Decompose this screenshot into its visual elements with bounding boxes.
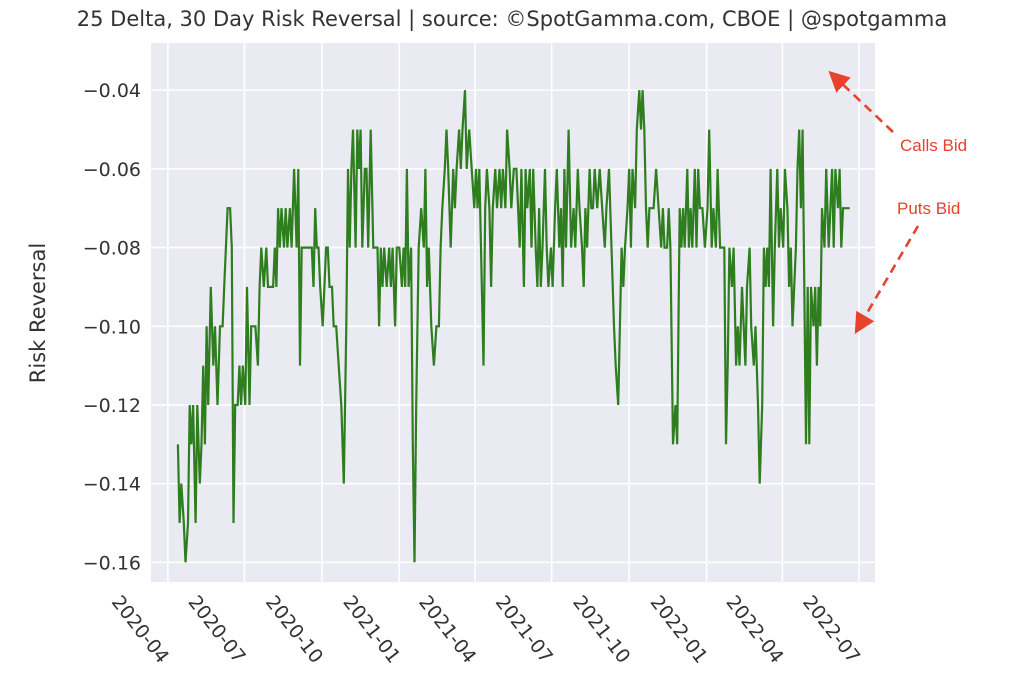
x-tick-label: 2022-01 bbox=[646, 592, 712, 668]
calls-bid-label: Calls Bid bbox=[900, 136, 967, 155]
x-tick-label: 2022-04 bbox=[721, 592, 787, 668]
x-tick-label: 2021-10 bbox=[568, 592, 634, 668]
calls-bid-arrow bbox=[828, 70, 894, 133]
x-tick-label: 2022-07 bbox=[798, 592, 864, 668]
x-tick-label: 2021-04 bbox=[414, 592, 480, 668]
series-line bbox=[176, 90, 850, 563]
y-axis: −0.04 −0.06 −0.08 −0.10 −0.12 −0.14 −0.16 bbox=[83, 80, 141, 574]
y-tick-label: −0.16 bbox=[83, 552, 141, 574]
x-axis: 2020-04 2020-07 2020-10 2021-01 2021-04 2021-… bbox=[107, 592, 864, 668]
x-tick-label: 2020-04 bbox=[107, 592, 173, 668]
y-tick-label: −0.14 bbox=[83, 474, 141, 496]
y-tick-label: −0.04 bbox=[83, 80, 141, 102]
x-tick-label: 2020-10 bbox=[261, 592, 327, 668]
x-tick-label: 2021-07 bbox=[491, 592, 557, 668]
y-axis-label: Risk Reversal bbox=[26, 243, 50, 383]
x-tick-label: 2021-01 bbox=[338, 592, 404, 668]
puts-bid-label: Puts Bid bbox=[897, 199, 960, 218]
puts-bid-arrow bbox=[854, 225, 920, 334]
x-tick-label: 2020-07 bbox=[184, 592, 250, 668]
y-tick-label: −0.06 bbox=[83, 159, 141, 181]
y-tick-label: −0.08 bbox=[83, 238, 141, 260]
chart-title: 25 Delta, 30 Day Risk Reversal | source:… bbox=[77, 7, 947, 32]
y-tick-label: −0.10 bbox=[83, 316, 141, 338]
y-tick-label: −0.12 bbox=[83, 395, 141, 417]
plot-area bbox=[151, 43, 875, 582]
